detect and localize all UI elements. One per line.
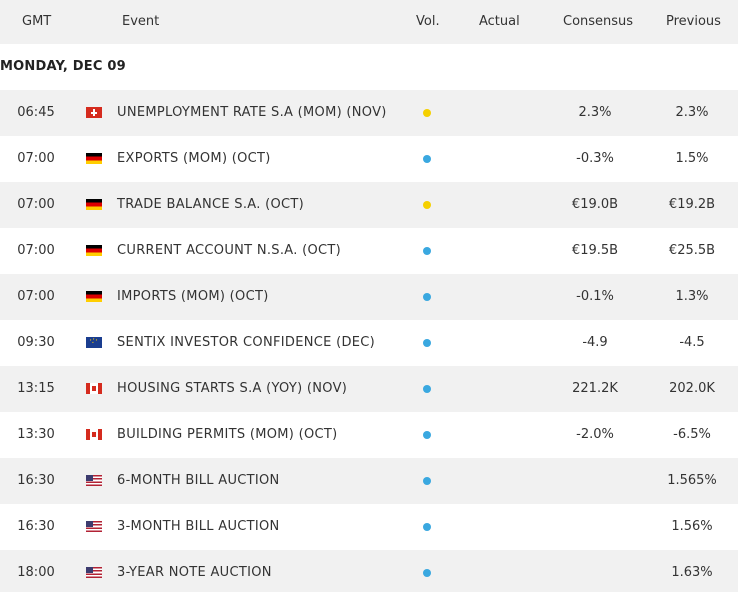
previous-value: 1.3% bbox=[675, 289, 709, 304]
table-row[interactable]: 13:15 HOUSING STARTS S.A (YOY) (NOV) 221.2… bbox=[0, 366, 738, 412]
previous-value: 2.3% bbox=[675, 105, 709, 120]
header-actual[interactable]: Actual bbox=[479, 14, 520, 29]
table-row[interactable]: 07:00 CURRENT ACCOUNT N.S.A. (OCT) €19.5B €… bbox=[0, 228, 738, 274]
country-flag-icon bbox=[86, 337, 102, 348]
header-gmt[interactable]: GMT bbox=[22, 14, 52, 29]
previous-value: -6.5% bbox=[673, 427, 711, 442]
header-consensus[interactable]: Consensus bbox=[563, 14, 634, 29]
volatility-dot-icon bbox=[423, 339, 431, 347]
event-time: 16:30 bbox=[17, 473, 55, 488]
volatility-dot-icon bbox=[423, 201, 431, 209]
consensus-value: -4.9 bbox=[582, 335, 608, 350]
event-name[interactable]: UNEMPLOYMENT RATE S.A (MOM) (NOV) bbox=[117, 105, 387, 120]
event-time: 16:30 bbox=[17, 519, 55, 534]
volatility-dot-icon bbox=[423, 385, 431, 393]
volatility-dot-icon bbox=[423, 155, 431, 163]
table-row[interactable]: 13:30 BUILDING PERMITS (MOM) (OCT) -2.0% -6… bbox=[0, 412, 738, 458]
volatility-dot-icon bbox=[423, 569, 431, 577]
event-time: 07:00 bbox=[17, 243, 55, 258]
event-time: 07:00 bbox=[17, 151, 55, 166]
previous-value: 202.0K bbox=[669, 381, 715, 396]
previous-value: €25.5B bbox=[668, 243, 716, 258]
table-row[interactable]: 16:30 3-MONTH BILL AUCTION 1.56% bbox=[0, 504, 738, 550]
event-name[interactable]: IMPORTS (MOM) (OCT) bbox=[117, 289, 269, 304]
event-time: 07:00 bbox=[17, 197, 55, 212]
volatility-dot-icon bbox=[423, 431, 431, 439]
country-flag-icon bbox=[86, 475, 102, 486]
consensus-value: 221.2K bbox=[572, 381, 618, 396]
consensus-value: €19.0B bbox=[571, 197, 619, 212]
event-name[interactable]: HOUSING STARTS S.A (YOY) (NOV) bbox=[117, 381, 348, 396]
event-time: 13:30 bbox=[17, 427, 55, 442]
consensus-value: -0.3% bbox=[576, 151, 614, 166]
flag-de-icon bbox=[86, 153, 102, 164]
previous-value: €19.2B bbox=[668, 197, 716, 212]
previous-value: 1.5% bbox=[675, 151, 709, 166]
table-header: GMT Event Vol. Actual Consensus Previous bbox=[0, 0, 738, 44]
previous-value: 1.63% bbox=[671, 565, 713, 580]
event-time: 06:45 bbox=[17, 105, 55, 120]
event-name[interactable]: 3-MONTH BILL AUCTION bbox=[117, 519, 280, 534]
previous-value: 1.565% bbox=[667, 473, 717, 488]
consensus-value: -2.0% bbox=[576, 427, 614, 442]
date-heading: MONDAY, DEC 09 bbox=[0, 44, 738, 90]
event-time: 13:15 bbox=[17, 381, 55, 396]
table-row[interactable]: 09:30 SENTIX INVESTOR CONFIDENCE (DEC) -4.… bbox=[0, 320, 738, 366]
event-name[interactable]: CURRENT ACCOUNT N.S.A. (OCT) bbox=[117, 243, 341, 258]
country-flag-icon bbox=[86, 199, 102, 210]
volatility-dot-icon bbox=[423, 109, 431, 117]
country-flag-icon bbox=[86, 245, 102, 256]
event-time: 07:00 bbox=[17, 289, 55, 304]
flag-ch-icon bbox=[86, 107, 102, 118]
flag-ca-icon bbox=[86, 383, 102, 394]
flag-us-icon bbox=[86, 567, 102, 578]
country-flag-icon bbox=[86, 291, 102, 302]
table-row[interactable]: 07:00 EXPORTS (MOM) (OCT) -0.3% 1.5% bbox=[0, 136, 738, 182]
country-flag-icon bbox=[86, 153, 102, 164]
table-row[interactable]: 07:00 TRADE BALANCE S.A. (OCT) €19.0B €19.2… bbox=[0, 182, 738, 228]
volatility-dot-icon bbox=[423, 247, 431, 255]
table-row[interactable]: 06:45 UNEMPLOYMENT RATE S.A (MOM) (NOV) 2.… bbox=[0, 90, 738, 136]
event-name[interactable]: EXPORTS (MOM) (OCT) bbox=[117, 151, 271, 166]
country-flag-icon bbox=[86, 383, 102, 394]
header-previous[interactable]: Previous bbox=[666, 14, 721, 29]
volatility-dot-icon bbox=[423, 523, 431, 531]
previous-value: 1.56% bbox=[671, 519, 713, 534]
table-row[interactable]: 18:00 3-YEAR NOTE AUCTION 1.63% bbox=[0, 550, 738, 592]
consensus-value: -0.1% bbox=[576, 289, 614, 304]
flag-de-icon bbox=[86, 245, 102, 256]
event-time: 18:00 bbox=[17, 565, 55, 580]
event-time: 09:30 bbox=[17, 335, 55, 350]
country-flag-icon bbox=[86, 521, 102, 532]
header-event[interactable]: Event bbox=[122, 14, 160, 29]
flag-us-icon bbox=[86, 521, 102, 532]
flag-eu-icon bbox=[86, 337, 102, 348]
consensus-value: €19.5B bbox=[571, 243, 619, 258]
event-list: 06:45 UNEMPLOYMENT RATE S.A (MOM) (NOV) 2.… bbox=[0, 90, 738, 592]
flag-de-icon bbox=[86, 291, 102, 302]
event-name[interactable]: 6-MONTH BILL AUCTION bbox=[117, 473, 280, 488]
flag-us-icon bbox=[86, 475, 102, 486]
event-name[interactable]: TRADE BALANCE S.A. (OCT) bbox=[117, 197, 304, 212]
country-flag-icon bbox=[86, 567, 102, 578]
event-name[interactable]: BUILDING PERMITS (MOM) (OCT) bbox=[117, 427, 338, 442]
table-row[interactable]: 07:00 IMPORTS (MOM) (OCT) -0.1% 1.3% bbox=[0, 274, 738, 320]
event-name[interactable]: SENTIX INVESTOR CONFIDENCE (DEC) bbox=[117, 335, 376, 350]
header-vol[interactable]: Vol. bbox=[416, 14, 440, 29]
event-name[interactable]: 3-YEAR NOTE AUCTION bbox=[117, 565, 272, 580]
volatility-dot-icon bbox=[423, 477, 431, 485]
country-flag-icon bbox=[86, 107, 102, 118]
volatility-dot-icon bbox=[423, 293, 431, 301]
table-row[interactable]: 16:30 6-MONTH BILL AUCTION 1.565% bbox=[0, 458, 738, 504]
consensus-value: 2.3% bbox=[578, 105, 612, 120]
flag-ca-icon bbox=[86, 429, 102, 440]
previous-value: -4.5 bbox=[679, 335, 705, 350]
country-flag-icon bbox=[86, 429, 102, 440]
flag-de-icon bbox=[86, 199, 102, 210]
